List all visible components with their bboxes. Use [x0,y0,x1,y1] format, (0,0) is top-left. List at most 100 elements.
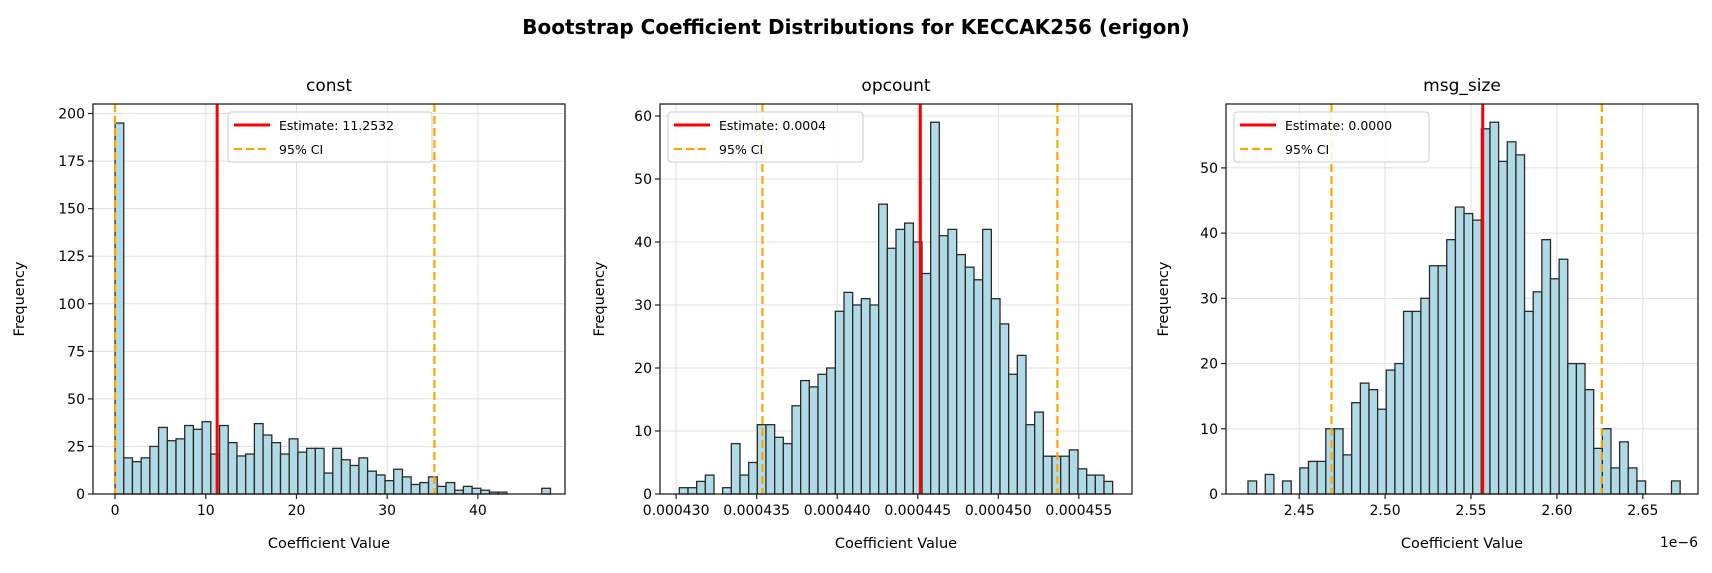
histogram-bar [826,367,836,495]
y-tick-label: 50 [1200,161,1218,177]
histogram-bar [175,438,186,495]
histogram-bar [1627,467,1638,495]
legend-box [227,111,433,163]
y-tick-label: 200 [58,107,85,123]
histogram-bar [1077,468,1088,495]
histogram-bar [349,464,360,495]
y-tick-label: 150 [58,202,85,218]
histogram-bar [843,291,854,495]
y-tick-label: 25 [67,439,85,455]
y-tick-label: 30 [634,298,652,314]
histogram-bar [1489,121,1500,495]
histogram-bar [1333,428,1344,495]
histogram-bar [332,447,343,495]
histogram-bar [314,447,325,495]
histogram-bar [1463,212,1474,495]
histogram-bar [1025,424,1036,495]
x-axis-label: Coefficient Value [1401,536,1523,552]
histogram-bar [1008,373,1018,495]
histogram-bar [140,457,151,495]
histogram-bar [1601,428,1612,495]
histogram-bar [1549,278,1560,495]
y-tick-label: 125 [58,249,85,265]
histogram-bar [1411,310,1422,495]
histogram-bar [358,457,369,495]
histogram-bar [541,487,552,495]
histogram-bar [765,424,776,495]
y-axis-label: Frequency [592,261,608,336]
y-tick-label: 60 [634,109,652,125]
legend: Estimate: 0.0000 95% CI [1233,111,1430,163]
histogram-bar [410,483,421,495]
subplot-const: 0 10 20 30 40 0 25 50 75 100 125 150 175 200 const Coef… [12,76,566,552]
histogram-bar [834,310,845,495]
histogram-bar [1446,239,1457,495]
x-tick-label: 0.000435 [723,503,790,519]
histogram-bar [782,442,793,495]
subplot-msg-size: 2.45 2.50 2.55 2.60 2.65 0 10 20 30 40 50 msg_size C… [1156,76,1699,552]
histogram-bar [860,298,871,495]
histogram-bar [184,424,195,495]
histogram-bar [904,222,914,495]
histogram-bar [1420,297,1431,495]
axes-frame [1225,103,1699,495]
histogram-bar [817,373,828,495]
histogram-bar [1385,369,1396,495]
histogram-bar [1428,265,1439,495]
histogram-bar [1610,467,1621,495]
histogram-bar [323,472,334,495]
histogram-bar [297,451,308,495]
histogram-bar [982,228,992,495]
histogram-bar [1584,389,1595,495]
x-tick-label: 10 [197,503,215,519]
histogram-bar [1299,467,1310,495]
subplot-title: msg_size [1423,76,1501,96]
histogram-bar [201,421,212,495]
histogram-bar [1086,474,1096,495]
histogram-bar [1307,460,1318,495]
y-tick-label: 20 [1200,357,1218,373]
x-tick-label: 0.000455 [1045,503,1112,519]
histogram-bar [722,487,732,495]
histogram-bar [279,453,290,495]
x-tick-label: 2.65 [1627,503,1658,519]
histogram-bar [1068,449,1079,495]
legend-estimate-label: Estimate: 11.2532 [279,118,394,133]
histogram-bar [288,438,299,495]
histogram-bar [973,279,984,495]
y-tick-label: 50 [67,392,85,408]
x-tick-label: 2.55 [1455,503,1486,519]
legend-ci-label: 95% CI [719,142,763,157]
x-axis-label: Coefficient Value [268,536,390,552]
legend-ci-label: 95% CI [279,142,323,157]
histogram-bar [956,253,966,495]
histogram-bar [1523,310,1534,495]
histogram-bar [253,422,264,495]
histogram-bar [947,228,958,495]
y-tick-label: 75 [67,344,85,360]
histogram-bar [1394,362,1405,495]
x-axis-label: Coefficient Value [835,536,957,552]
x-tick-label: 2.60 [1541,503,1572,519]
subplot-title: opcount [861,76,930,96]
histogram-bar [1351,402,1361,495]
histogram-bar [921,272,932,495]
y-tick-label: 20 [634,361,652,377]
histogram-bar [696,480,706,495]
x-tick-label: 20 [288,503,306,519]
x-tick-label: 2.50 [1370,503,1401,519]
histogram-bar [1247,480,1258,495]
histogram-bar [166,440,177,495]
histogram-bar [1316,460,1327,495]
histogram-bar [1264,473,1275,495]
histogram-bar [192,428,203,495]
y-tick-label: 50 [634,172,652,188]
histogram-bar [305,447,316,495]
histogram-bar [114,122,125,495]
histogram-bar [445,481,456,495]
legend-box [1233,111,1430,163]
axes-frame [659,103,1133,495]
histogram-bar [1515,154,1526,495]
histogram-bar [800,379,810,495]
